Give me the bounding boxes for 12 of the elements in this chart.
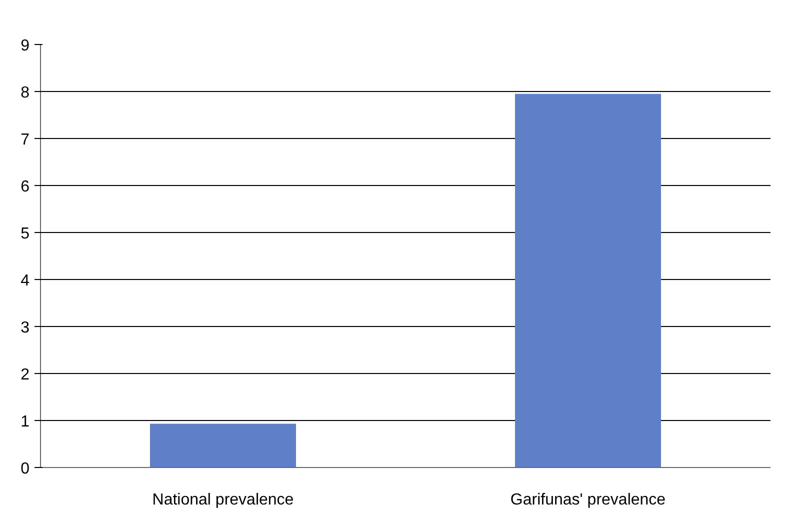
x-tick-label: Garifunas' prevalence bbox=[510, 492, 666, 508]
x-tick-label: National prevalence bbox=[152, 492, 294, 508]
y-tick-label: 7 bbox=[20, 132, 30, 148]
y-tick-label: 4 bbox=[20, 272, 30, 290]
y-tick-label: 3 bbox=[20, 320, 30, 336]
y-tick-label: 2 bbox=[20, 366, 30, 384]
y-tick-label: 6 bbox=[20, 178, 30, 196]
y-tick-label: 9 bbox=[20, 38, 30, 54]
y-tick-label: 5 bbox=[20, 226, 30, 242]
y-tick-label: 8 bbox=[20, 84, 30, 102]
y-tick-label: 1 bbox=[20, 414, 30, 430]
y-tick-label: 0 bbox=[20, 460, 30, 478]
